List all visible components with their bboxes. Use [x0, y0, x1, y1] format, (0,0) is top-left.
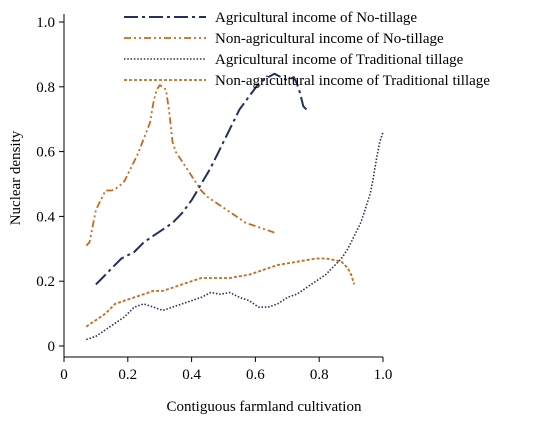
series-line-3 — [86, 131, 384, 341]
y-axis-title: Nuclear density — [8, 130, 24, 225]
y-tick-label: 0.6 — [36, 145, 55, 161]
legend-label-3: Agricultural income of Traditional tilla… — [215, 52, 464, 68]
y-ticks: 0 0.2 0.4 0.6 0.8 1.0 — [36, 15, 64, 355]
series-line-2 — [85, 84, 275, 247]
x-tick-label: 1.0 — [374, 367, 393, 383]
x-tick-label: 0.2 — [118, 367, 137, 383]
legend-label-4: Non-agricultural income of Traditional t… — [215, 73, 490, 89]
x-tick-label: 0 — [60, 367, 68, 383]
series-line-4 — [85, 257, 356, 328]
x-ticks: 0 0.2 0.4 0.6 0.8 1.0 — [60, 357, 392, 383]
legend-label-1: Agricultural income of No-tillage — [215, 10, 417, 26]
x-axis-title: Contiguous farmland cultivation — [167, 399, 362, 415]
y-tick-label: 0 — [48, 339, 56, 355]
y-tick-label: 1.0 — [36, 15, 55, 31]
series-line-1 — [95, 72, 308, 286]
axes — [63, 14, 383, 358]
y-tick-label: 0.2 — [36, 274, 55, 290]
legend: Agricultural income of No-tillage Non-agr… — [124, 10, 490, 89]
x-tick-label: 0.6 — [246, 367, 265, 383]
y-tick-label: 0.4 — [36, 209, 55, 225]
series-layer — [85, 72, 384, 341]
x-tick-label: 0.8 — [310, 367, 329, 383]
legend-label-2: Non-agricultural income of No-tillage — [215, 31, 444, 47]
y-tick-label: 0.8 — [36, 80, 55, 96]
x-tick-label: 0.4 — [182, 367, 201, 383]
